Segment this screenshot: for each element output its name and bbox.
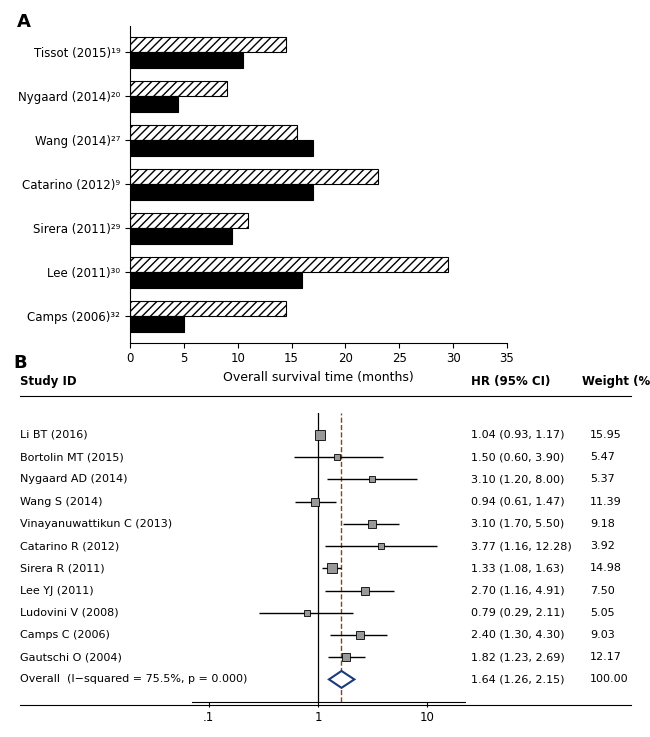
Text: Study ID: Study ID — [20, 375, 76, 388]
Polygon shape — [329, 671, 354, 688]
Text: Overall  (I−squared = 75.5%, p = 0.000): Overall (I−squared = 75.5%, p = 0.000) — [20, 674, 247, 685]
Text: B: B — [13, 354, 27, 371]
Text: 5.47: 5.47 — [590, 453, 615, 462]
Text: Gautschi O (2004): Gautschi O (2004) — [20, 652, 122, 662]
Text: 14.98: 14.98 — [590, 563, 622, 573]
Text: 0.94 (0.61, 1.47): 0.94 (0.61, 1.47) — [471, 497, 565, 506]
Bar — [130, 140, 313, 156]
Text: 1.50 (0.60, 3.90): 1.50 (0.60, 3.90) — [471, 453, 564, 462]
Text: 3.10 (1.70, 5.50): 3.10 (1.70, 5.50) — [471, 519, 564, 529]
Text: Bortolin MT (2015): Bortolin MT (2015) — [20, 453, 124, 462]
Text: 15.95: 15.95 — [590, 430, 622, 440]
Text: 9.03: 9.03 — [590, 630, 615, 640]
Bar — [130, 228, 232, 244]
Bar — [130, 169, 378, 184]
Text: 5.37: 5.37 — [590, 475, 615, 484]
X-axis label: Overall survival time (months): Overall survival time (months) — [223, 371, 414, 384]
Text: 12.17: 12.17 — [590, 652, 622, 662]
Bar — [130, 316, 184, 332]
Bar — [130, 97, 179, 111]
Bar — [130, 301, 286, 316]
Bar — [130, 272, 302, 287]
Text: Catarino R (2012): Catarino R (2012) — [20, 541, 119, 551]
Text: Vinayanuwattikun C (2013): Vinayanuwattikun C (2013) — [20, 519, 172, 529]
Text: 11.39: 11.39 — [590, 497, 622, 506]
Text: 2.40 (1.30, 4.30): 2.40 (1.30, 4.30) — [471, 630, 565, 640]
Text: A: A — [17, 13, 31, 31]
Text: 0.79 (0.29, 2.11): 0.79 (0.29, 2.11) — [471, 608, 565, 618]
Bar — [130, 213, 248, 228]
Text: Camps C (2006): Camps C (2006) — [20, 630, 109, 640]
Text: 9.18: 9.18 — [590, 519, 615, 529]
Bar — [130, 37, 286, 52]
Text: 100.00: 100.00 — [590, 674, 629, 685]
Text: Wang S (2014): Wang S (2014) — [20, 497, 102, 506]
Text: Nygaard AD (2014): Nygaard AD (2014) — [20, 475, 127, 484]
Text: 7.50: 7.50 — [590, 585, 615, 595]
Text: 5.05: 5.05 — [590, 608, 615, 618]
Text: 1.33 (1.08, 1.63): 1.33 (1.08, 1.63) — [471, 563, 564, 573]
Text: 3.10 (1.20, 8.00): 3.10 (1.20, 8.00) — [471, 475, 565, 484]
Text: 1.04 (0.93, 1.17): 1.04 (0.93, 1.17) — [471, 430, 565, 440]
Text: HR (95% CI): HR (95% CI) — [471, 375, 551, 388]
Bar — [130, 184, 313, 200]
Bar — [130, 257, 448, 272]
Bar — [130, 81, 227, 97]
Text: 1.64 (1.26, 2.15): 1.64 (1.26, 2.15) — [471, 674, 565, 685]
Text: 2.70 (1.16, 4.91): 2.70 (1.16, 4.91) — [471, 585, 565, 595]
Text: Li BT (2016): Li BT (2016) — [20, 430, 87, 440]
Bar — [130, 125, 297, 140]
Text: 3.77 (1.16, 12.28): 3.77 (1.16, 12.28) — [471, 541, 572, 551]
Bar — [130, 52, 243, 68]
Text: Weight (%): Weight (%) — [582, 375, 650, 388]
Text: Sirera R (2011): Sirera R (2011) — [20, 563, 104, 573]
Text: 3.92: 3.92 — [590, 541, 615, 551]
Text: Ludovini V (2008): Ludovini V (2008) — [20, 608, 118, 618]
Text: 1.82 (1.23, 2.69): 1.82 (1.23, 2.69) — [471, 652, 565, 662]
Text: Lee YJ (2011): Lee YJ (2011) — [20, 585, 93, 595]
